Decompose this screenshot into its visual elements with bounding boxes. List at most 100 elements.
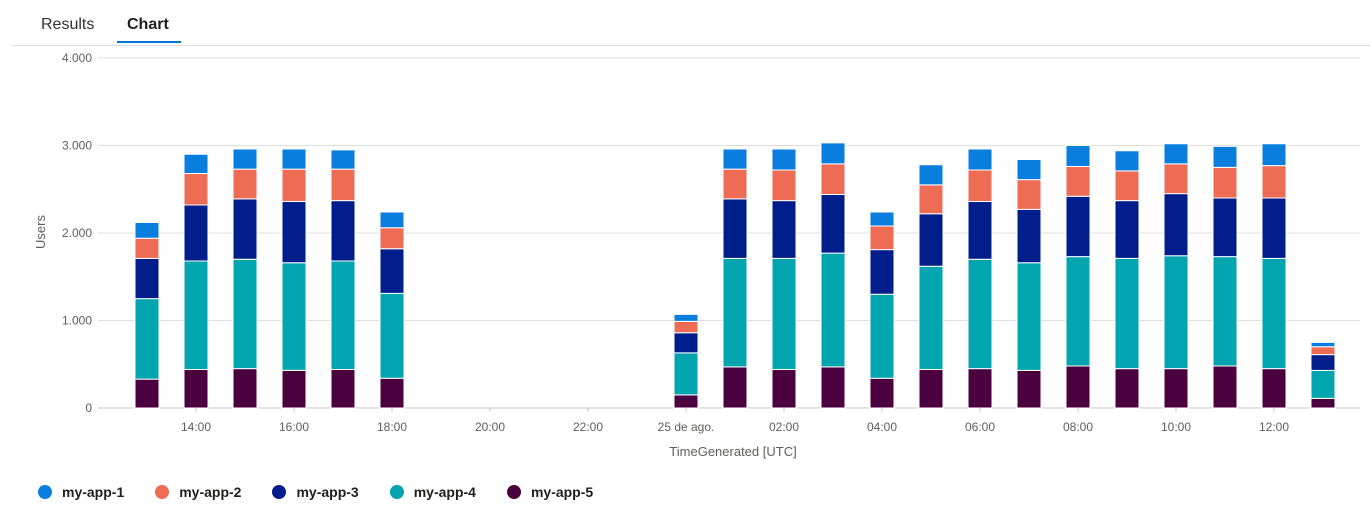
bar-segment-my-app-5[interactable]: [232, 368, 258, 409]
bar-segment-my-app-2[interactable]: [967, 169, 993, 202]
bar-segment-my-app-1[interactable]: [869, 211, 895, 227]
bar-segment-my-app-3[interactable]: [869, 249, 895, 295]
bar-segment-my-app-1[interactable]: [1261, 143, 1287, 167]
bar-segment-my-app-2[interactable]: [1114, 170, 1140, 202]
bar-segment-my-app-5[interactable]: [1310, 397, 1336, 409]
bar-segment-my-app-2[interactable]: [1261, 165, 1287, 199]
bar-segment-my-app-4[interactable]: [820, 252, 846, 368]
bar-segment-my-app-4[interactable]: [379, 292, 405, 379]
bar-segment-my-app-3[interactable]: [330, 200, 356, 262]
bar-segment-my-app-3[interactable]: [1212, 197, 1238, 258]
bar-segment-my-app-1[interactable]: [379, 211, 405, 229]
bar-segment-my-app-1[interactable]: [281, 148, 307, 170]
bar-segment-my-app-5[interactable]: [1016, 369, 1042, 409]
bar-segment-my-app-2[interactable]: [232, 168, 258, 200]
legend-item-my-app-4[interactable]: my-app-4: [389, 484, 476, 500]
bar-segment-my-app-2[interactable]: [820, 163, 846, 195]
bar-segment-my-app-2[interactable]: [722, 168, 748, 200]
bar-segment-my-app-2[interactable]: [281, 168, 307, 202]
bar-segment-my-app-3[interactable]: [820, 194, 846, 254]
bar-segment-my-app-1[interactable]: [771, 148, 797, 171]
bar-segment-my-app-2[interactable]: [771, 169, 797, 202]
bar-segment-my-app-1[interactable]: [1016, 159, 1042, 181]
bar-segment-my-app-3[interactable]: [1016, 208, 1042, 264]
bar-segment-my-app-3[interactable]: [967, 201, 993, 260]
bar-segment-my-app-4[interactable]: [967, 258, 993, 370]
bar-segment-my-app-1[interactable]: [330, 149, 356, 170]
bar-segment-my-app-4[interactable]: [232, 258, 258, 370]
legend-item-my-app-1[interactable]: my-app-1: [38, 484, 124, 500]
bar-segment-my-app-5[interactable]: [1261, 368, 1287, 409]
bar-segment-my-app-4[interactable]: [869, 293, 895, 379]
bar-segment-my-app-1[interactable]: [673, 313, 699, 322]
bar-segment-my-app-3[interactable]: [673, 332, 699, 354]
bar-segment-my-app-3[interactable]: [183, 204, 209, 262]
tab-results[interactable]: Results: [41, 16, 95, 33]
bar-segment-my-app-1[interactable]: [134, 222, 160, 239]
bar-segment-my-app-4[interactable]: [134, 298, 160, 380]
bar-segment-my-app-2[interactable]: [183, 173, 209, 206]
legend-item-my-app-3[interactable]: my-app-3: [272, 484, 359, 500]
bar-segment-my-app-1[interactable]: [820, 142, 846, 165]
tab-chart[interactable]: Chart: [127, 16, 169, 33]
bar-segment-my-app-5[interactable]: [183, 369, 209, 409]
bar-segment-my-app-1[interactable]: [1163, 143, 1189, 165]
bar-segment-my-app-3[interactable]: [771, 200, 797, 259]
bar-segment-my-app-1[interactable]: [1212, 145, 1238, 168]
bar-segment-my-app-3[interactable]: [1114, 200, 1140, 259]
bar-segment-my-app-3[interactable]: [1065, 195, 1091, 258]
bar-segment-my-app-1[interactable]: [232, 148, 258, 170]
bar-segment-my-app-5[interactable]: [673, 394, 699, 409]
bar-segment-my-app-3[interactable]: [918, 213, 944, 267]
bar-segment-my-app-2[interactable]: [1212, 166, 1238, 199]
bar-segment-my-app-2[interactable]: [134, 237, 160, 259]
bar-segment-my-app-4[interactable]: [1310, 369, 1336, 399]
bar-segment-my-app-3[interactable]: [379, 248, 405, 294]
bar-segment-my-app-2[interactable]: [918, 184, 944, 215]
bar-segment-my-app-4[interactable]: [1163, 255, 1189, 370]
bar-segment-my-app-4[interactable]: [1114, 257, 1140, 370]
bar-segment-my-app-2[interactable]: [1310, 346, 1336, 356]
legend-item-my-app-2[interactable]: my-app-2: [155, 484, 241, 500]
bar-segment-my-app-4[interactable]: [1065, 256, 1091, 367]
bar-segment-my-app-3[interactable]: [722, 198, 748, 259]
bar-segment-my-app-2[interactable]: [1163, 163, 1189, 195]
bar-segment-my-app-2[interactable]: [869, 225, 895, 251]
bar-segment-my-app-3[interactable]: [281, 201, 307, 264]
bar-segment-my-app-5[interactable]: [1163, 368, 1189, 409]
bar-segment-my-app-4[interactable]: [1016, 262, 1042, 371]
bar-segment-my-app-2[interactable]: [330, 168, 356, 202]
bar-segment-my-app-5[interactable]: [134, 378, 160, 409]
bar-segment-my-app-1[interactable]: [918, 164, 944, 186]
bar-segment-my-app-2[interactable]: [379, 227, 405, 250]
bar-segment-my-app-5[interactable]: [281, 369, 307, 409]
bar-segment-my-app-5[interactable]: [1212, 365, 1238, 409]
bar-segment-my-app-4[interactable]: [722, 257, 748, 368]
bar-segment-my-app-1[interactable]: [967, 148, 993, 171]
bar-segment-my-app-5[interactable]: [771, 369, 797, 409]
bar-segment-my-app-5[interactable]: [820, 366, 846, 409]
bar-segment-my-app-4[interactable]: [1212, 256, 1238, 367]
bar-segment-my-app-1[interactable]: [1310, 341, 1336, 348]
bar-segment-my-app-4[interactable]: [330, 260, 356, 370]
bar-segment-my-app-5[interactable]: [918, 369, 944, 409]
bar-segment-my-app-5[interactable]: [1114, 368, 1140, 409]
bar-segment-my-app-3[interactable]: [232, 198, 258, 260]
legend-item-my-app-5[interactable]: my-app-5: [506, 484, 593, 500]
bar-segment-my-app-4[interactable]: [918, 265, 944, 370]
bar-segment-my-app-4[interactable]: [771, 257, 797, 370]
bar-segment-my-app-5[interactable]: [967, 368, 993, 409]
bar-segment-my-app-3[interactable]: [1163, 193, 1189, 257]
bar-segment-my-app-3[interactable]: [1261, 197, 1287, 259]
bar-segment-my-app-5[interactable]: [1065, 365, 1091, 409]
bar-segment-my-app-5[interactable]: [869, 377, 895, 409]
bar-segment-my-app-2[interactable]: [1065, 166, 1091, 197]
bar-segment-my-app-4[interactable]: [1261, 257, 1287, 370]
bar-segment-my-app-4[interactable]: [673, 352, 699, 396]
bar-segment-my-app-2[interactable]: [673, 320, 699, 334]
bar-segment-my-app-4[interactable]: [183, 260, 209, 370]
bar-segment-my-app-2[interactable]: [1016, 179, 1042, 210]
bar-segment-my-app-5[interactable]: [330, 369, 356, 409]
bar-segment-my-app-3[interactable]: [1310, 354, 1336, 371]
bar-segment-my-app-1[interactable]: [1065, 145, 1091, 167]
